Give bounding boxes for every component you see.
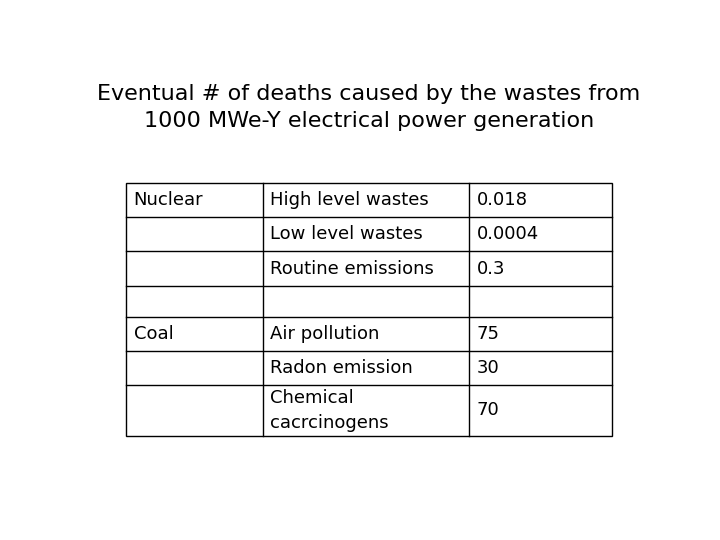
Text: Routine emissions: Routine emissions <box>270 260 434 278</box>
Text: Coal: Coal <box>133 325 174 343</box>
Text: 0.018: 0.018 <box>477 191 528 210</box>
Text: 0.3: 0.3 <box>477 260 505 278</box>
Text: Eventual # of deaths caused by the wastes from
1000 MWe-Y electrical power gener: Eventual # of deaths caused by the waste… <box>97 84 641 131</box>
Text: Nuclear: Nuclear <box>133 191 203 210</box>
Text: 75: 75 <box>477 325 500 343</box>
Text: Radon emission: Radon emission <box>270 359 413 377</box>
Text: Chemical
cacrcinogens: Chemical cacrcinogens <box>270 389 389 432</box>
Text: 0.0004: 0.0004 <box>477 225 539 244</box>
Bar <box>126 183 612 436</box>
Text: 70: 70 <box>477 401 500 420</box>
Text: 30: 30 <box>477 359 500 377</box>
Text: High level wastes: High level wastes <box>270 191 429 210</box>
Text: Air pollution: Air pollution <box>270 325 379 343</box>
Text: Low level wastes: Low level wastes <box>270 225 423 244</box>
